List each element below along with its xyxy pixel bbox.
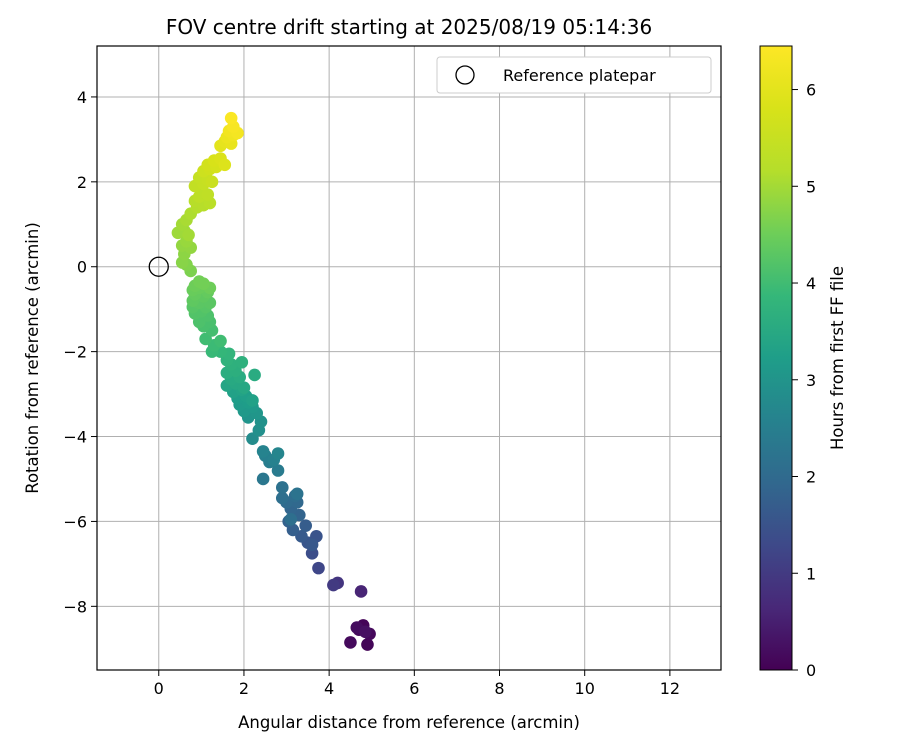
chart-title: FOV centre drift starting at 2025/08/19 … xyxy=(166,15,652,39)
grid xyxy=(97,46,721,670)
data-point xyxy=(201,188,215,201)
legend: Reference platepar xyxy=(436,56,712,94)
data-point xyxy=(218,158,232,172)
data-point xyxy=(205,175,219,189)
x-tick-label: 6 xyxy=(409,679,419,698)
data-point xyxy=(248,368,261,382)
y-tick-label: −8 xyxy=(63,597,87,616)
data-point xyxy=(290,487,304,501)
y-tick-label: −4 xyxy=(63,428,87,447)
data-point xyxy=(354,585,368,598)
legend-entry-reference: Reference platepar xyxy=(503,66,656,85)
x-tick-label: 4 xyxy=(324,679,334,698)
data-point xyxy=(327,578,340,592)
data-point xyxy=(275,491,289,505)
data-point xyxy=(237,381,251,395)
data-point xyxy=(344,636,357,649)
data-point xyxy=(359,625,372,639)
data-point xyxy=(246,394,259,407)
data-point xyxy=(256,445,270,458)
reference-marker xyxy=(148,256,169,277)
y-tick-label: −6 xyxy=(63,512,87,531)
data-point xyxy=(284,513,298,526)
data-point xyxy=(214,334,227,348)
x-axis-label: Angular distance from reference (arcmin) xyxy=(238,713,580,732)
y-tick-label: 4 xyxy=(77,88,87,107)
reference-marker-layer xyxy=(148,256,169,277)
data-point xyxy=(182,228,195,242)
data-point xyxy=(224,111,238,125)
y-tick-label: 0 xyxy=(77,258,87,277)
colorbar-gradient xyxy=(759,45,793,671)
colorbar: 0 1 2 3 4 5 6 Hours from first FF file xyxy=(759,45,847,680)
colorbar-tick-label: 4 xyxy=(806,274,816,293)
data-point xyxy=(271,447,285,460)
colorbar-tick-label: 1 xyxy=(806,564,816,583)
plot-frame xyxy=(96,45,722,671)
data-point xyxy=(235,355,249,369)
data-point xyxy=(271,464,285,477)
colorbar-tick-label: 5 xyxy=(806,177,816,196)
x-tick-label: 0 xyxy=(154,679,164,698)
data-point xyxy=(299,519,313,532)
x-tick-label: 2 xyxy=(239,679,249,698)
colorbar-tick-label: 6 xyxy=(806,81,816,100)
x-tick-label: 8 xyxy=(494,679,504,698)
x-tick-label: 10 xyxy=(575,679,595,698)
colorbar-ticks: 0 1 2 3 4 5 6 xyxy=(792,81,816,680)
scatter-points xyxy=(171,111,376,651)
x-tick-label: 12 xyxy=(660,679,680,698)
colorbar-tick-label: 3 xyxy=(806,371,816,390)
data-point xyxy=(312,561,325,575)
data-point xyxy=(305,538,319,552)
legend-marker xyxy=(455,65,475,85)
data-point xyxy=(192,275,206,288)
data-point xyxy=(256,472,270,486)
y-tick-label: 2 xyxy=(77,173,87,192)
colorbar-tick-label: 2 xyxy=(806,468,816,487)
y-axis-label: Rotation from reference (arcmin) xyxy=(23,222,42,494)
x-axis-ticks: 0 2 4 6 8 10 12 xyxy=(154,670,680,698)
data-point xyxy=(361,638,374,651)
colorbar-label: Hours from first FF file xyxy=(828,266,847,450)
legend-box xyxy=(436,56,712,94)
colorbar-tick-label: 0 xyxy=(806,661,816,680)
y-axis-ticks: −8 −6 −4 −2 0 2 4 xyxy=(63,88,97,616)
data-point xyxy=(275,481,289,494)
y-tick-label: −2 xyxy=(63,343,87,362)
